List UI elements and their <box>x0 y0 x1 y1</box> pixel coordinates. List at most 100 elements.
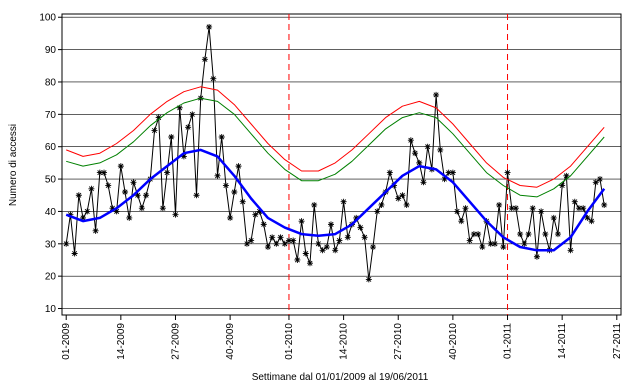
data-point <box>168 133 175 140</box>
y-tick-label: 70 <box>45 110 57 121</box>
y-tick-label: 30 <box>45 239 57 250</box>
x-tick-label: 40-2009 <box>225 323 236 360</box>
data-point <box>420 179 427 186</box>
data-point <box>378 201 385 208</box>
data-point <box>218 133 225 140</box>
data-point <box>340 198 347 205</box>
data-point <box>332 247 339 254</box>
data-point <box>105 182 112 189</box>
data-point <box>227 214 234 221</box>
x-tick-label: 14-2011 <box>557 323 568 359</box>
data-point <box>269 234 276 241</box>
data-point <box>554 231 561 238</box>
data-point <box>231 189 238 196</box>
series-line <box>65 26 605 280</box>
data-point <box>496 201 503 208</box>
data-point <box>424 143 431 150</box>
data-point <box>399 192 406 199</box>
data-point <box>491 240 498 247</box>
data-point <box>407 137 414 144</box>
data-point <box>361 234 368 241</box>
data-point <box>449 169 456 176</box>
data-point <box>517 231 524 238</box>
y-tick-label: 20 <box>45 272 57 283</box>
y-tick-label: 10 <box>45 304 57 315</box>
data-point <box>96 169 103 176</box>
data-point <box>172 211 179 218</box>
data-point <box>75 192 82 199</box>
data-point <box>285 237 292 244</box>
data-point <box>134 192 141 199</box>
data-point <box>151 127 158 134</box>
x-tick-label: 14-2010 <box>339 323 350 360</box>
data-point <box>470 231 477 238</box>
y-tick-label: 50 <box>45 175 57 186</box>
data-point <box>445 169 452 176</box>
data-point <box>567 247 574 254</box>
data-point <box>319 247 326 254</box>
data-point <box>180 153 187 160</box>
data-point <box>176 104 183 111</box>
data-point <box>260 221 267 228</box>
data-point <box>80 214 87 221</box>
data-point <box>214 172 221 179</box>
data-point <box>504 169 511 176</box>
data-point <box>580 205 587 212</box>
y-tick-label: 60 <box>45 142 57 153</box>
data-point <box>138 205 145 212</box>
x-tick-label: 01-2009 <box>61 323 72 360</box>
data-point <box>235 163 242 170</box>
data-point <box>210 75 217 82</box>
data-point <box>122 189 129 196</box>
x-tick-label: 40-2010 <box>448 323 459 360</box>
x-tick-label: 01-2011 <box>503 323 514 359</box>
data-point <box>281 240 288 247</box>
data-point <box>525 231 532 238</box>
data-point <box>563 172 570 179</box>
data-point <box>508 205 515 212</box>
data-point <box>500 244 507 251</box>
data-point <box>143 192 150 199</box>
series-line <box>66 86 605 188</box>
x-tick-label: 27-2010 <box>393 323 404 360</box>
data-point <box>252 211 259 218</box>
data-point <box>311 201 318 208</box>
data-point <box>327 221 334 228</box>
data-point <box>130 179 137 186</box>
data-point <box>462 205 469 212</box>
x-axis-label: Settimane dal 01/01/2009 al 19/06/2011 <box>252 372 429 383</box>
data-point <box>201 56 208 63</box>
data-point <box>437 146 444 153</box>
data-point <box>357 224 364 231</box>
data-point <box>433 91 440 98</box>
data-point <box>222 182 229 189</box>
data-point <box>264 244 271 251</box>
series-line <box>65 148 606 252</box>
x-tick-label: 01-2010 <box>284 323 295 360</box>
data-point <box>71 250 78 257</box>
data-point <box>323 244 330 251</box>
data-point <box>395 195 402 202</box>
data-point <box>290 237 297 244</box>
data-point <box>588 218 595 225</box>
data-point <box>155 114 162 121</box>
data-point <box>416 159 423 166</box>
data-point <box>117 163 124 170</box>
data-point <box>386 169 393 176</box>
data-point <box>67 211 74 218</box>
data-point <box>542 231 549 238</box>
data-point <box>159 205 166 212</box>
data-point <box>458 218 465 225</box>
data-point <box>302 250 309 257</box>
x-tick-label: 27-2011 <box>612 323 623 359</box>
data-point <box>84 208 91 215</box>
data-point <box>454 208 461 215</box>
plot-frame <box>61 13 622 316</box>
data-point <box>441 176 448 183</box>
data-point <box>88 185 95 192</box>
data-point <box>294 256 301 263</box>
data-point <box>109 205 116 212</box>
data-point <box>529 205 536 212</box>
data-point <box>479 244 486 251</box>
y-tick-label: 90 <box>45 45 57 56</box>
